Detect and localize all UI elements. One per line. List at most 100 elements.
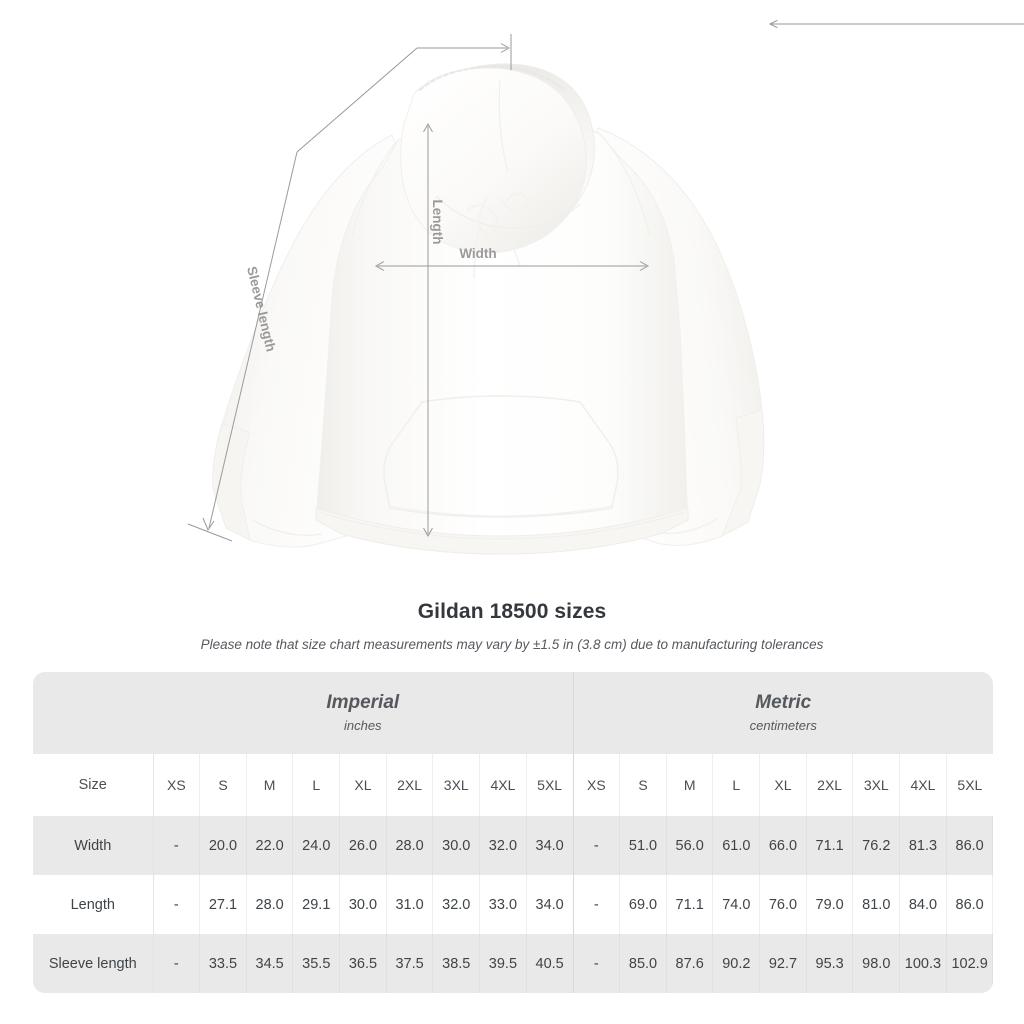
cell-width-imperial-5xl: 34.0	[526, 816, 574, 875]
cell-width-imperial-xs: -	[153, 816, 201, 875]
table-row: Width -20.0 22.0 24.0 26.0 28.0 30.0 32.0 34.0-5…	[33, 816, 993, 875]
cell-width-imperial-2xl: 28.0	[386, 816, 434, 875]
cell-sleeve-length-metric-s: 85.0	[619, 934, 667, 993]
garment-drawing	[212, 63, 765, 555]
column-header-imperial-xl: XL	[339, 754, 387, 816]
cell-length-imperial-xl: 30.0	[339, 875, 387, 934]
column-header-imperial-m: M	[246, 754, 294, 816]
row-label-length: Length	[33, 875, 154, 934]
column-header-metric-s: S	[619, 754, 667, 816]
cell-width-imperial-3xl: 30.0	[432, 816, 481, 875]
cell-width-metric-3xl: 76.2	[852, 816, 901, 875]
cell-sleeve-length-metric-l: 90.2	[712, 934, 761, 993]
cell-length-metric-2xl: 79.0	[806, 875, 854, 934]
cell-length-imperial-l: 29.1	[292, 875, 341, 934]
cell-length-metric-xs: -	[573, 875, 621, 934]
page-title: Gildan 18500 sizes	[417, 600, 607, 623]
table-row: Sleeve length -33.5 34.5 35.5 36.5 37.5 38.5 39…	[33, 934, 993, 993]
column-header-size: Size	[33, 754, 154, 816]
width-arrow	[374, 261, 650, 271]
cell-sleeve-length-imperial-xs: -	[153, 934, 201, 993]
cell-width-metric-xs: -	[573, 816, 621, 875]
chart-heading: Gildan 18500 sizes Please note that size…	[0, 598, 1024, 654]
cell-sleeve-length-metric-2xl: 95.3	[806, 934, 854, 993]
cell-length-imperial-m: 28.0	[246, 875, 294, 934]
column-header-metric-xs: XS	[573, 754, 621, 816]
unit-banner-spacer	[33, 672, 153, 754]
cell-width-metric-s: 51.0	[619, 816, 667, 875]
column-header-metric-xl: XL	[759, 754, 807, 816]
tolerance-note: Please note that size chart measurements…	[200, 637, 824, 652]
column-header-imperial-s: S	[199, 754, 247, 816]
size-chart-table: Imperial inches Metric centimeters Size X…	[33, 672, 993, 993]
cell-sleeve-length-metric-3xl: 98.0	[852, 934, 901, 993]
column-header-imperial-4xl: 4XL	[479, 754, 527, 816]
cell-length-metric-l: 74.0	[712, 875, 761, 934]
cell-sleeve-length-metric-xl: 92.7	[759, 934, 807, 993]
cell-sleeve-length-imperial-4xl: 39.5	[479, 934, 527, 993]
cell-sleeve-length-imperial-2xl: 37.5	[386, 934, 434, 993]
cell-sleeve-length-imperial-m: 34.5	[246, 934, 294, 993]
unit-block-imperial: Imperial inches	[153, 672, 574, 754]
cell-length-imperial-xs: -	[153, 875, 201, 934]
cell-length-metric-4xl: 84.0	[899, 875, 947, 934]
cell-length-metric-m: 71.1	[666, 875, 714, 934]
cell-width-metric-5xl: 86.0	[946, 816, 993, 875]
cell-width-imperial-l: 24.0	[292, 816, 341, 875]
cell-sleeve-length-imperial-s: 33.5	[199, 934, 247, 993]
cell-sleeve-length-imperial-l: 35.5	[292, 934, 341, 993]
cell-length-imperial-s: 27.1	[199, 875, 247, 934]
cell-length-metric-5xl: 86.0	[946, 875, 993, 934]
table-row: Length -27.1 28.0 29.1 30.0 31.0 32.0 33.0 34.0-…	[33, 875, 993, 934]
size-chart-table-container: Imperial inches Metric centimeters Size X…	[33, 672, 993, 993]
cell-sleeve-length-metric-5xl: 102.9	[946, 934, 993, 993]
column-header-imperial-xs: XS	[153, 754, 201, 816]
cell-sleeve-length-imperial-xl: 36.5	[339, 934, 387, 993]
cell-sleeve-length-metric-4xl: 100.3	[899, 934, 947, 993]
row-label-width: Width	[33, 816, 154, 875]
width-label: Width	[459, 246, 496, 261]
cell-width-imperial-xl: 26.0	[339, 816, 387, 875]
cell-length-metric-xl: 76.0	[759, 875, 807, 934]
cell-width-metric-l: 61.0	[712, 816, 761, 875]
row-label-sleeve-length: Sleeve length	[33, 934, 154, 993]
unit-banner-row: Imperial inches Metric centimeters	[33, 672, 993, 754]
unit-block-metric: Metric centimeters	[573, 672, 993, 754]
column-header-metric-2xl: 2XL	[806, 754, 854, 816]
sleeve-length-arrow	[187, 34, 512, 542]
cell-length-metric-s: 69.0	[619, 875, 667, 934]
cell-length-imperial-2xl: 31.0	[386, 875, 434, 934]
column-header-metric-4xl: 4XL	[899, 754, 947, 816]
cell-width-metric-4xl: 81.3	[899, 816, 947, 875]
size-table-body: Width -20.0 22.0 24.0 26.0 28.0 30.0 32.0 34.0-5…	[33, 816, 993, 993]
cell-length-imperial-4xl: 33.0	[479, 875, 527, 934]
column-header-metric-m: M	[666, 754, 714, 816]
cell-width-imperial-s: 20.0	[199, 816, 247, 875]
length-label: Length	[430, 200, 445, 245]
cell-sleeve-length-imperial-5xl: 40.5	[526, 934, 574, 993]
column-header-metric-l: L	[712, 754, 761, 816]
unit-sub-imperial: inches	[343, 718, 382, 733]
cell-width-metric-xl: 66.0	[759, 816, 807, 875]
cell-sleeve-length-imperial-3xl: 38.5	[432, 934, 481, 993]
column-header-imperial-5xl: 5XL	[526, 754, 574, 816]
cell-length-imperial-3xl: 32.0	[432, 875, 481, 934]
column-header-metric-3xl: 3XL	[852, 754, 901, 816]
cell-length-metric-3xl: 81.0	[852, 875, 901, 934]
column-header-imperial-3xl: 3XL	[432, 754, 481, 816]
cell-sleeve-length-metric-xs: -	[573, 934, 621, 993]
cell-width-metric-m: 56.0	[666, 816, 714, 875]
size-header-row: Size XS S M L XL 2XL 3XL 4XL 5XL XS S M L XL 2XL 3XL 4XL 5…	[33, 754, 993, 816]
cell-width-imperial-m: 22.0	[246, 816, 294, 875]
cell-length-imperial-5xl: 34.0	[526, 875, 574, 934]
unit-name-imperial: Imperial	[326, 692, 400, 713]
column-header-imperial-2xl: 2XL	[386, 754, 434, 816]
length-arrow	[423, 122, 433, 538]
cell-width-metric-2xl: 71.1	[806, 816, 854, 875]
cell-sleeve-length-metric-m: 87.6	[666, 934, 714, 993]
unit-name-metric: Metric	[755, 692, 812, 713]
column-header-metric-5xl: 5XL	[946, 754, 993, 816]
column-header-imperial-l: L	[292, 754, 341, 816]
hoodie-illustration: Length Width Sleeve length	[187, 0, 1024, 555]
unit-sub-metric: centimeters	[749, 718, 817, 733]
